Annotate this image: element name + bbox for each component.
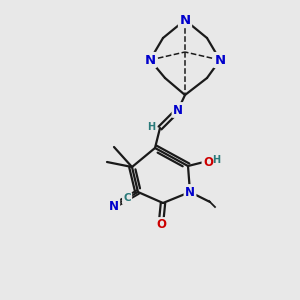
Text: C: C: [123, 193, 131, 203]
Text: H: H: [147, 122, 155, 132]
Text: N: N: [144, 53, 156, 67]
Text: O: O: [203, 155, 213, 169]
Text: N: N: [214, 53, 226, 67]
Text: N: N: [109, 200, 119, 212]
Text: H: H: [212, 155, 220, 165]
Text: N: N: [185, 185, 195, 199]
Text: O: O: [156, 218, 166, 232]
Text: N: N: [173, 103, 183, 116]
Text: N: N: [179, 14, 191, 26]
